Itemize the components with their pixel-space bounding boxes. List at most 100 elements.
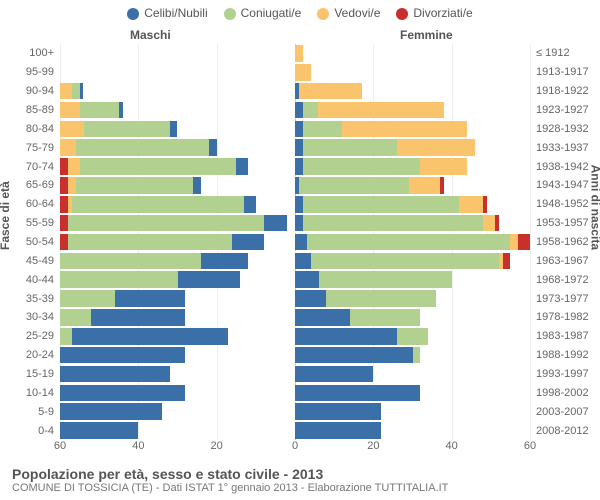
birth-years-label: 1938-1942 bbox=[536, 161, 589, 173]
segment-coniugati bbox=[80, 102, 119, 119]
segment-coniugati bbox=[76, 139, 209, 156]
legend: Celibi/NubiliConiugati/eVedovi/eDivorzia… bbox=[0, 6, 600, 20]
segment-celibi bbox=[295, 234, 307, 251]
segment-celibi bbox=[295, 385, 420, 402]
pyramid-row: 35-391973-1977 bbox=[60, 289, 530, 308]
segment-coniugati bbox=[72, 196, 244, 213]
segment-celibi bbox=[295, 102, 303, 119]
female-bar bbox=[295, 102, 530, 119]
chart-footer: Popolazione per età, sesso e stato civil… bbox=[12, 466, 588, 494]
age-band-label: 30-34 bbox=[26, 311, 54, 323]
male-bar bbox=[60, 403, 295, 420]
segment-celibi bbox=[193, 177, 201, 194]
pyramid-row: 25-291983-1987 bbox=[60, 327, 530, 346]
legend-item-celibi: Celibi/Nubili bbox=[127, 6, 207, 20]
male-bar bbox=[60, 347, 295, 364]
pyramid-row: 80-841928-1932 bbox=[60, 119, 530, 138]
segment-divorziati bbox=[60, 158, 68, 175]
male-bar bbox=[60, 177, 295, 194]
pyramid-row: 55-591953-1957 bbox=[60, 214, 530, 233]
female-bar bbox=[295, 271, 530, 288]
pyramid-row: 45-491963-1967 bbox=[60, 251, 530, 270]
age-band-label: 90-94 bbox=[26, 85, 54, 97]
segment-vedovi bbox=[60, 83, 72, 100]
birth-years-label: 1933-1937 bbox=[536, 142, 589, 154]
segment-celibi bbox=[115, 290, 186, 307]
legend-swatch bbox=[396, 8, 408, 20]
age-band-label: 85-89 bbox=[26, 104, 54, 116]
segment-vedovi bbox=[60, 121, 84, 138]
x-tick: 20 bbox=[367, 440, 379, 452]
birth-years-label: 1913-1917 bbox=[536, 66, 589, 78]
female-bar bbox=[295, 45, 530, 62]
birth-years-label: 1928-1932 bbox=[536, 123, 589, 135]
x-tick: 0 bbox=[292, 440, 298, 452]
legend-label: Divorziati/e bbox=[413, 6, 472, 20]
birth-years-label: 1918-1922 bbox=[536, 85, 589, 97]
segment-celibi bbox=[209, 139, 217, 156]
birth-years-label: 1963-1967 bbox=[536, 255, 589, 267]
segment-celibi bbox=[60, 366, 170, 383]
segment-celibi bbox=[60, 347, 185, 364]
legend-item-divorziati: Divorziati/e bbox=[396, 6, 472, 20]
segment-vedovi bbox=[342, 121, 467, 138]
segment-coniugati bbox=[303, 139, 397, 156]
x-axis: 6040200204060 bbox=[60, 440, 530, 454]
legend-item-vedovi: Vedovi/e bbox=[317, 6, 380, 20]
segment-celibi bbox=[295, 422, 381, 439]
chart-title: Popolazione per età, sesso e stato civil… bbox=[12, 466, 588, 482]
female-bar bbox=[295, 121, 530, 138]
birth-years-label: 2003-2007 bbox=[536, 406, 589, 418]
segment-divorziati bbox=[503, 253, 511, 270]
age-band-label: 80-84 bbox=[26, 123, 54, 135]
segment-coniugati bbox=[303, 158, 421, 175]
segment-coniugati bbox=[68, 234, 233, 251]
birth-years-label: 1958-1962 bbox=[536, 236, 589, 248]
male-bar bbox=[60, 328, 295, 345]
female-bar bbox=[295, 309, 530, 326]
segment-coniugati bbox=[319, 271, 452, 288]
age-band-label: 5-9 bbox=[38, 406, 54, 418]
age-band-label: 45-49 bbox=[26, 255, 54, 267]
pyramid-row: 10-141998-2002 bbox=[60, 383, 530, 402]
age-band-label: 10-14 bbox=[26, 387, 54, 399]
birth-years-label: 1973-1977 bbox=[536, 293, 589, 305]
legend-label: Celibi/Nubili bbox=[144, 6, 207, 20]
segment-coniugati bbox=[303, 215, 483, 232]
birth-years-label: 1923-1927 bbox=[536, 104, 589, 116]
segment-vedovi bbox=[397, 139, 475, 156]
male-bar bbox=[60, 45, 295, 62]
segment-vedovi bbox=[299, 83, 362, 100]
segment-celibi bbox=[232, 234, 263, 251]
age-band-label: 95-99 bbox=[26, 66, 54, 78]
female-bar bbox=[295, 139, 530, 156]
female-bar bbox=[295, 347, 530, 364]
age-band-label: 15-19 bbox=[26, 368, 54, 380]
age-band-label: 70-74 bbox=[26, 161, 54, 173]
birth-years-label: 1953-1957 bbox=[536, 217, 589, 229]
x-tick: 60 bbox=[524, 440, 536, 452]
female-bar bbox=[295, 64, 530, 81]
segment-celibi bbox=[295, 309, 350, 326]
male-bar bbox=[60, 102, 295, 119]
male-bar bbox=[60, 158, 295, 175]
segment-vedovi bbox=[68, 158, 80, 175]
birth-years-label: 1988-1992 bbox=[536, 349, 589, 361]
pyramid-row: 85-891923-1927 bbox=[60, 101, 530, 120]
segment-coniugati bbox=[60, 328, 72, 345]
segment-coniugati bbox=[299, 177, 409, 194]
pyramid-row: 20-241988-1992 bbox=[60, 346, 530, 365]
male-bar bbox=[60, 385, 295, 402]
segment-coniugati bbox=[413, 347, 421, 364]
segment-coniugati bbox=[350, 309, 421, 326]
pyramid-row: 15-191993-1997 bbox=[60, 365, 530, 384]
segment-vedovi bbox=[60, 139, 76, 156]
female-bar bbox=[295, 253, 530, 270]
segment-celibi bbox=[295, 196, 303, 213]
female-bar bbox=[295, 196, 530, 213]
birth-years-label: 1948-1952 bbox=[536, 198, 589, 210]
age-band-label: 35-39 bbox=[26, 293, 54, 305]
pyramid-row: 70-741938-1942 bbox=[60, 157, 530, 176]
segment-vedovi bbox=[295, 64, 311, 81]
segment-celibi bbox=[72, 328, 229, 345]
